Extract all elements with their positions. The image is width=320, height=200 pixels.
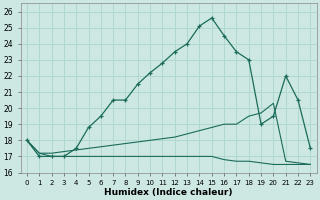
X-axis label: Humidex (Indice chaleur): Humidex (Indice chaleur) (104, 188, 233, 197)
